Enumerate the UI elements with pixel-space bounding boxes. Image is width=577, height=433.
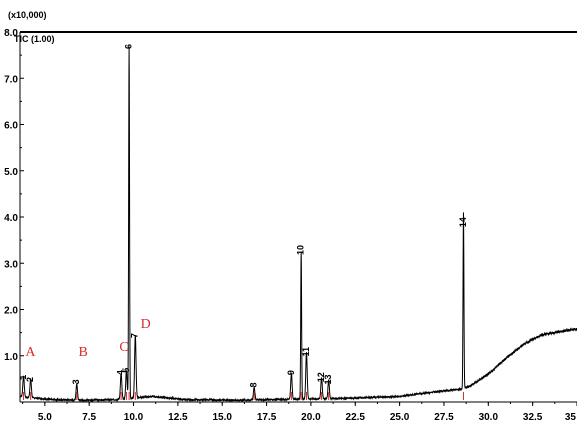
trace-label: TIC (1.00) <box>14 34 55 44</box>
region-labels: A B CD <box>25 317 150 360</box>
y-tick-label: 2.0 <box>4 306 18 317</box>
x-tick-label: 32.5 <box>523 412 543 423</box>
tic-trace-group <box>19 46 577 403</box>
peak-label: 6 <box>123 44 133 49</box>
plot-frame <box>19 31 577 403</box>
y-tick-label: 4.0 <box>4 213 18 224</box>
x-tick-label: 12.5 <box>168 412 188 423</box>
x-tick-label: 27.5 <box>434 412 454 423</box>
peak-label: 10 <box>296 245 306 255</box>
peak-label: 9 <box>286 370 296 375</box>
x-tick-label: 20.0 <box>301 412 321 423</box>
region-label-b: B <box>79 345 88 360</box>
peak-label: 7 <box>130 333 140 338</box>
peak-label: 12 <box>316 372 326 382</box>
region-label-d: D <box>141 317 151 332</box>
region-label-c: C <box>119 340 128 355</box>
x-tick-label: 7.5 <box>82 412 96 423</box>
peak-label: 4 <box>115 370 125 375</box>
y-tick-label: 8.0 <box>4 28 18 39</box>
peak-label: 8 <box>249 383 259 388</box>
y-multiplier-label: (x10,000) <box>8 10 47 20</box>
x-tick-label: 35 <box>565 412 577 423</box>
peak-label: 13 <box>323 374 333 384</box>
x-tick-label: 17.5 <box>257 412 277 423</box>
peak-label: 1 <box>18 375 28 380</box>
x-axis: 5.0 7.5 10.0 12.5 15.0 17.5 20.0 22.5 25.0 27.5 30… <box>22 402 577 423</box>
x-tick-label: 15.0 <box>212 412 232 423</box>
peak-label: 11 <box>301 347 311 357</box>
y-tick-label: 7.0 <box>4 74 18 85</box>
x-tick-label: 5.0 <box>38 412 52 423</box>
y-tick-label: 1.0 <box>4 352 18 363</box>
peak-label: 2 <box>25 377 35 382</box>
y-tick-label: 5.0 <box>4 167 18 178</box>
peak-label: 14 <box>458 217 468 227</box>
y-tick-label: 6.0 <box>4 121 18 132</box>
peak-label: 5 <box>121 368 131 373</box>
x-tick-label: 10.0 <box>124 412 144 423</box>
y-tick-label: 3.0 <box>4 259 18 270</box>
region-label-a: A <box>25 345 36 360</box>
x-tick-label: 22.5 <box>346 412 366 423</box>
peak-label: 3 <box>71 379 81 384</box>
y-axis: 1.0 2.0 3.0 4.0 5.0 6.0 7.0 8.0 <box>4 28 24 380</box>
x-tick-label: 25.0 <box>390 412 410 423</box>
x-tick-label: 30.0 <box>479 412 499 423</box>
tic-trace <box>19 46 577 403</box>
